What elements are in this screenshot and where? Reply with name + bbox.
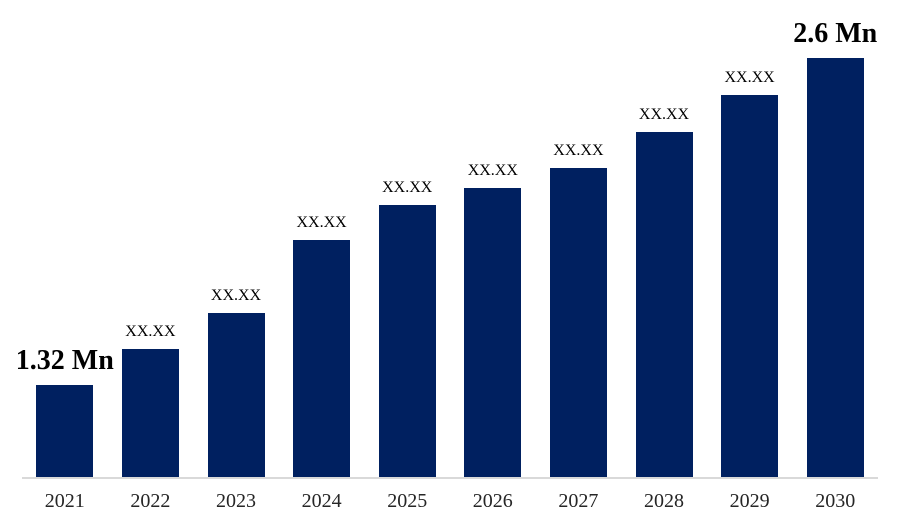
- data-label-2028: XX.XX: [638, 106, 690, 124]
- x-axis-tick-label-2022: 2022: [130, 490, 171, 512]
- bar-2024: [293, 240, 351, 477]
- bar-2025: [378, 205, 436, 477]
- x-axis-tick-label-2029: 2029: [729, 490, 770, 512]
- bar-2021: [36, 385, 94, 477]
- bar-2022: [121, 349, 179, 477]
- data-label-2023: XX.XX: [210, 287, 262, 305]
- x-axis-tick-label-2028: 2028: [644, 490, 684, 512]
- data-label-2022: XX.XX: [125, 323, 176, 341]
- bar-2027: [549, 168, 607, 477]
- x-axis-line: [22, 477, 878, 479]
- bar-2028: [635, 132, 693, 477]
- bar-2026: [464, 188, 522, 477]
- data-label-2024: XX.XX: [296, 214, 347, 232]
- x-axis-tick-label-2023: 2023: [216, 490, 256, 512]
- x-axis-tick-label-2027: 2027: [558, 490, 599, 512]
- data-label-2025: XX.XX: [382, 179, 433, 197]
- data-label-2029: XX.XX: [724, 69, 775, 87]
- x-axis-tick-label-2025: 2025: [387, 490, 428, 512]
- x-axis-tick-label-2030: 2030: [815, 490, 856, 512]
- bar-2023: [207, 313, 265, 477]
- data-label-2021: 1.32 Mn: [15, 345, 114, 377]
- data-label-2027: XX.XX: [553, 142, 604, 160]
- bar-2030: [806, 58, 864, 477]
- data-label-2030: 2.6 Mn: [793, 18, 878, 50]
- x-axis-tick-label-2021: 2021: [44, 490, 85, 512]
- data-label-2026: XX.XX: [467, 162, 518, 180]
- bar-2029: [721, 95, 779, 477]
- x-axis-tick-label-2024: 2024: [301, 490, 342, 512]
- x-axis-tick-label-2026: 2026: [472, 490, 513, 512]
